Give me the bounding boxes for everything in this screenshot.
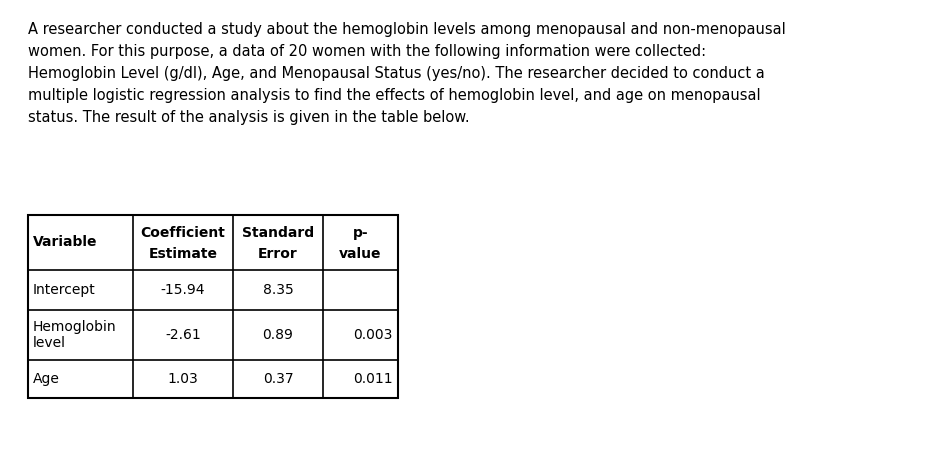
Text: p-: p- bbox=[352, 226, 368, 239]
Text: women. For this purpose, a data of 20 women with the following information were : women. For this purpose, a data of 20 wo… bbox=[28, 44, 706, 59]
Text: status. The result of the analysis is given in the table below.: status. The result of the analysis is gi… bbox=[28, 110, 469, 125]
Text: 8.35: 8.35 bbox=[262, 283, 293, 297]
Text: Hemoglobin Level (g/dl), Age, and Menopausal Status (yes/no). The researcher dec: Hemoglobin Level (g/dl), Age, and Menopa… bbox=[28, 66, 764, 81]
Text: -2.61: -2.61 bbox=[165, 328, 200, 342]
Text: multiple logistic regression analysis to find the effects of hemoglobin level, a: multiple logistic regression analysis to… bbox=[28, 88, 760, 103]
Text: Age: Age bbox=[33, 372, 60, 386]
Text: 1.03: 1.03 bbox=[168, 372, 198, 386]
Text: 0.37: 0.37 bbox=[262, 372, 293, 386]
Text: 0.003: 0.003 bbox=[353, 328, 392, 342]
Text: Intercept: Intercept bbox=[33, 283, 95, 297]
Text: Estimate: Estimate bbox=[148, 247, 217, 260]
Text: Error: Error bbox=[257, 247, 298, 260]
Text: Standard: Standard bbox=[241, 226, 314, 239]
Text: value: value bbox=[339, 247, 381, 260]
Text: Coefficient: Coefficient bbox=[140, 226, 226, 239]
Text: Variable: Variable bbox=[33, 236, 97, 249]
Text: -15.94: -15.94 bbox=[161, 283, 205, 297]
Text: Hemoglobin
level: Hemoglobin level bbox=[33, 320, 116, 350]
Text: A researcher conducted a study about the hemoglobin levels among menopausal and : A researcher conducted a study about the… bbox=[28, 22, 785, 37]
Bar bbox=[28, 215, 398, 398]
Text: 0.89: 0.89 bbox=[262, 328, 293, 342]
Text: 0.011: 0.011 bbox=[353, 372, 392, 386]
